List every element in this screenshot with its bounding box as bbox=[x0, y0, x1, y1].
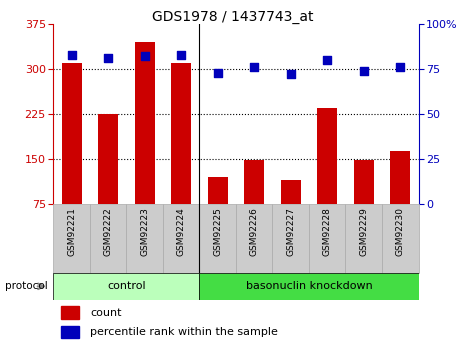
Text: GSM92229: GSM92229 bbox=[359, 207, 368, 256]
Point bbox=[397, 65, 404, 70]
Bar bbox=[126, 204, 163, 273]
Bar bbox=[135, 42, 155, 204]
Text: protocol: protocol bbox=[5, 282, 47, 291]
Point bbox=[251, 65, 258, 70]
Bar bbox=[199, 204, 236, 273]
Point bbox=[105, 56, 112, 61]
Bar bbox=[62, 63, 82, 204]
Text: GSM92223: GSM92223 bbox=[140, 207, 149, 256]
Bar bbox=[171, 63, 191, 204]
Bar bbox=[53, 204, 90, 273]
Text: GSM92222: GSM92222 bbox=[104, 207, 113, 256]
Bar bbox=[53, 273, 199, 300]
Point bbox=[141, 54, 148, 59]
Bar bbox=[317, 108, 337, 204]
Text: basonuclin knockdown: basonuclin knockdown bbox=[246, 282, 372, 291]
Text: GSM92221: GSM92221 bbox=[67, 207, 76, 256]
Point bbox=[360, 68, 367, 73]
Text: count: count bbox=[90, 308, 121, 317]
Text: GSM92230: GSM92230 bbox=[396, 207, 405, 256]
Text: control: control bbox=[107, 282, 146, 291]
Bar bbox=[281, 180, 301, 204]
Text: percentile rank within the sample: percentile rank within the sample bbox=[90, 327, 278, 337]
Bar bbox=[98, 114, 118, 204]
Bar bbox=[382, 204, 418, 273]
Point bbox=[214, 70, 221, 75]
Text: GSM92224: GSM92224 bbox=[177, 207, 186, 256]
Bar bbox=[354, 160, 374, 204]
Bar bbox=[345, 204, 382, 273]
Bar bbox=[390, 151, 410, 204]
Bar bbox=[90, 204, 126, 273]
Bar bbox=[163, 204, 199, 273]
Point bbox=[287, 72, 294, 77]
Text: GSM92225: GSM92225 bbox=[213, 207, 222, 256]
Point bbox=[178, 52, 185, 57]
Bar bbox=[61, 306, 79, 319]
Point bbox=[68, 52, 75, 57]
Bar bbox=[199, 273, 418, 300]
Text: GSM92227: GSM92227 bbox=[286, 207, 295, 256]
Bar bbox=[61, 326, 79, 338]
Point bbox=[324, 57, 331, 63]
Bar bbox=[208, 177, 228, 204]
Text: GDS1978 / 1437743_at: GDS1978 / 1437743_at bbox=[152, 10, 313, 24]
Bar bbox=[272, 204, 309, 273]
Bar bbox=[309, 204, 345, 273]
Text: GSM92226: GSM92226 bbox=[250, 207, 259, 256]
Bar bbox=[236, 204, 272, 273]
Bar bbox=[244, 160, 264, 204]
Text: GSM92228: GSM92228 bbox=[323, 207, 332, 256]
